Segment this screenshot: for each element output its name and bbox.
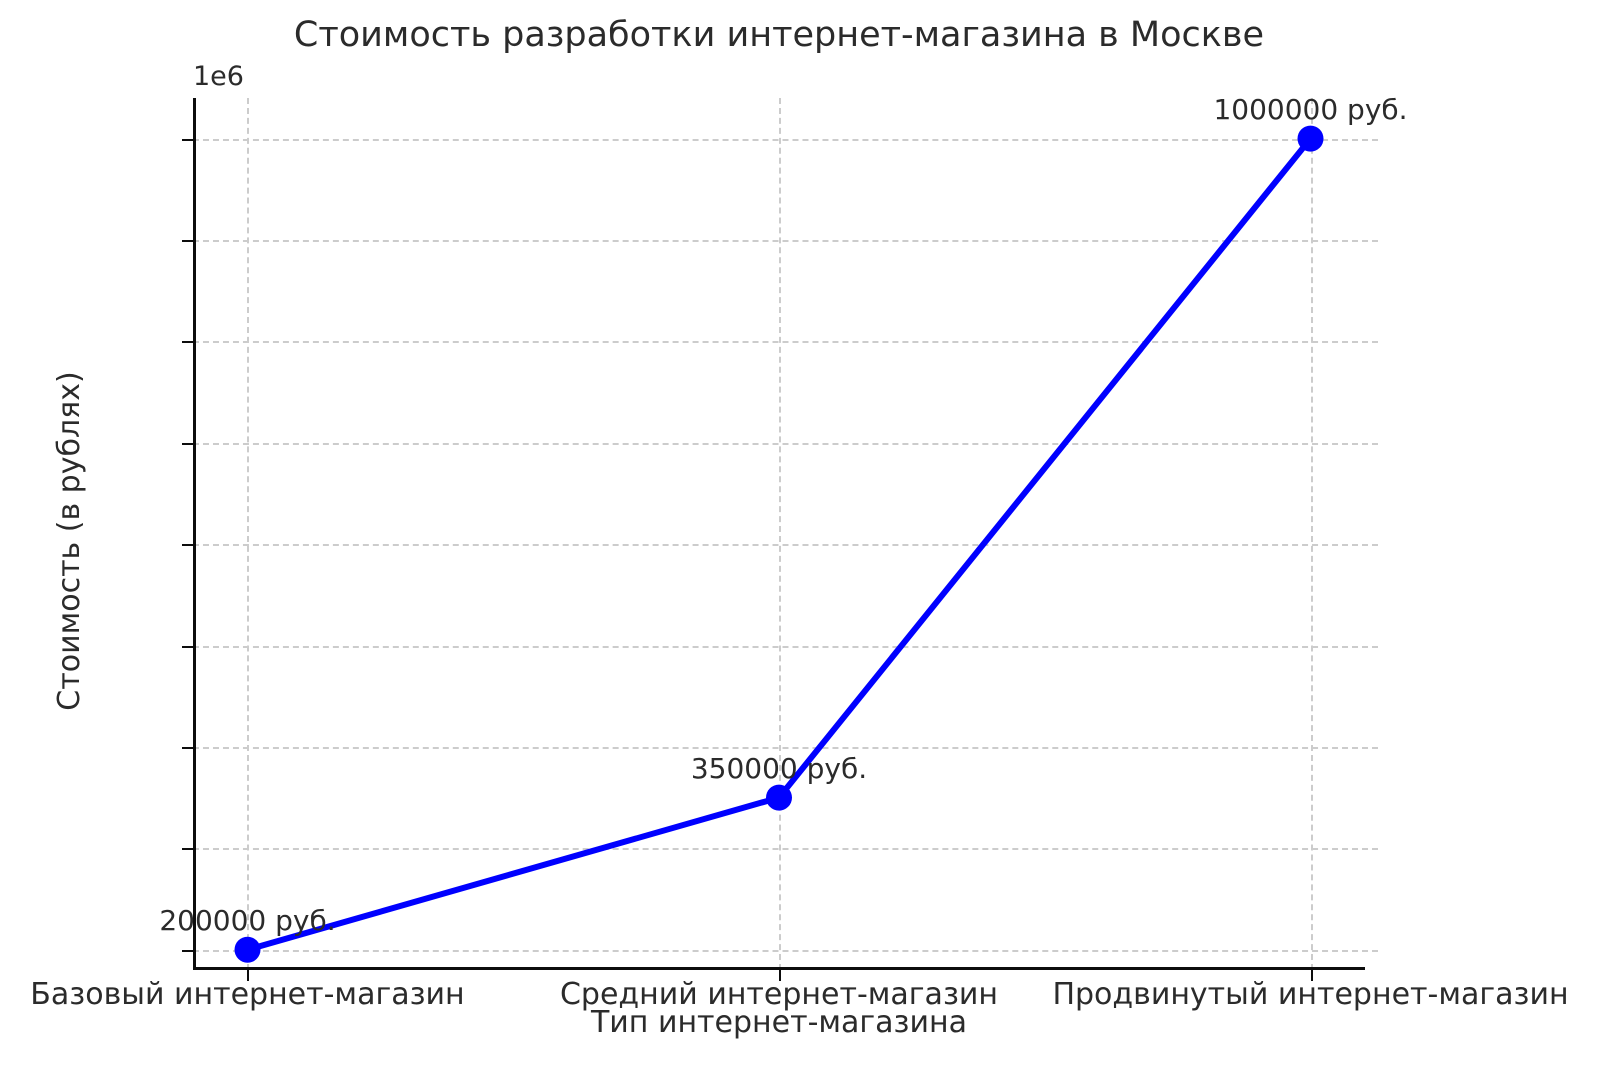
- gridline-horizontal: [193, 239, 1378, 242]
- chart-title: Стоимость разработки интернет-магазина в…: [293, 15, 1265, 55]
- y-tick-mark: [182, 645, 193, 648]
- y-axis-spine: [193, 98, 196, 970]
- gridline-horizontal: [193, 949, 1378, 952]
- data-point-marker: [766, 784, 792, 811]
- y-tick-mark: [182, 949, 193, 952]
- y-tick-mark: [182, 848, 193, 851]
- y-axis-offset-label: 1e6: [193, 61, 244, 92]
- x-tick-label: Базовый интернет-магазин: [30, 977, 465, 1012]
- line-path: [244, 135, 1314, 953]
- data-point-label: 200000 руб.: [159, 903, 336, 937]
- gridline-horizontal: [193, 544, 1378, 547]
- gridline-horizontal: [193, 138, 1378, 141]
- x-tick-mark: [779, 970, 781, 981]
- y-tick-mark: [182, 239, 193, 242]
- y-tick-mark: [182, 442, 193, 445]
- gridline-vertical: [1310, 98, 1313, 970]
- x-axis-title: Тип интернет-магазина: [590, 1005, 968, 1040]
- x-tick-mark: [1310, 970, 1313, 981]
- gridline-vertical: [247, 98, 250, 970]
- gridline-horizontal: [193, 746, 1378, 749]
- y-tick-mark: [182, 138, 193, 141]
- x-tick-label: Продвинутый интернет-магазин: [1052, 977, 1569, 1012]
- data-point-marker: [234, 936, 261, 963]
- x-tick-label: Средний интернет-магазин: [559, 977, 999, 1012]
- x-tick-mark: [247, 970, 250, 981]
- data-markers: [234, 125, 1324, 963]
- gridline-horizontal: [193, 645, 1378, 648]
- x-axis-spine: [193, 967, 1365, 970]
- y-tick-mark: [182, 341, 193, 344]
- data-point-marker: [1297, 125, 1324, 152]
- gridline-horizontal: [193, 341, 1378, 344]
- gridline-horizontal: [193, 848, 1378, 851]
- data-point-label: 1000000 руб.: [1213, 92, 1408, 126]
- y-axis-title: Стоимость (в рублях): [52, 371, 87, 711]
- y-tick-mark: [182, 544, 193, 547]
- y-tick-mark: [182, 746, 193, 749]
- data-series-line: [234, 125, 1324, 963]
- plot-area: 0.20.30.40.50.60.70.80.91.0 200000 руб.3…: [159, 94, 1408, 981]
- gridline-horizontal: [193, 442, 1378, 445]
- gridline-vertical: [779, 98, 781, 970]
- data-point-label: 350000 руб.: [690, 751, 868, 785]
